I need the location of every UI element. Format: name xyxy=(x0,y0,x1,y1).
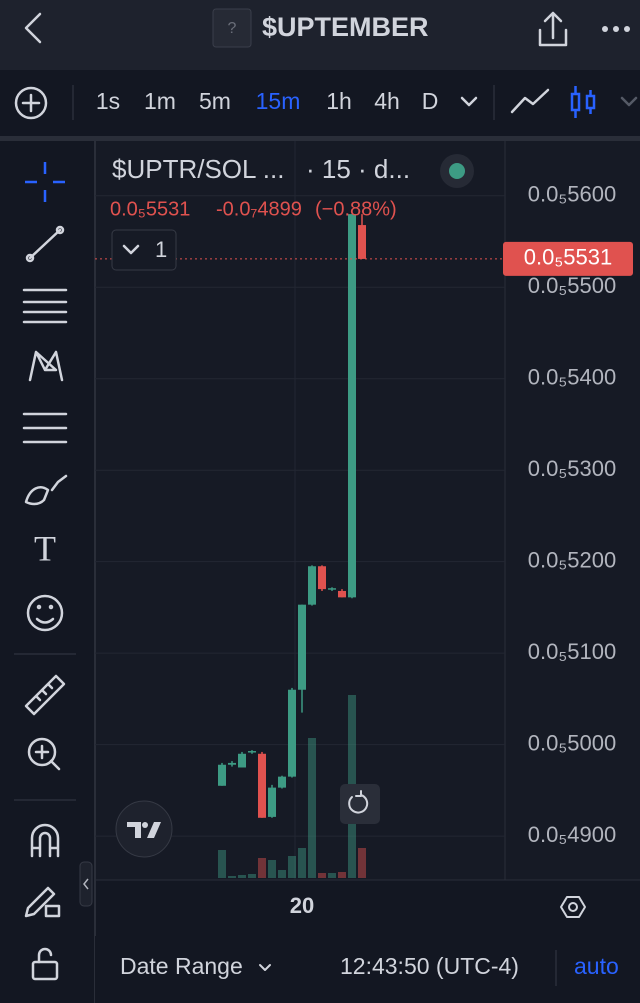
candle-body xyxy=(348,214,356,598)
add-indicator-button[interactable] xyxy=(14,86,48,120)
y-tick-label: 0.0₅5200 xyxy=(528,547,616,572)
last-price-tag xyxy=(503,241,633,276)
legend-interval: · 15 · d... xyxy=(306,154,410,184)
y-tick-label: 0.0₅5500 xyxy=(528,273,616,298)
magnet-tool[interactable] xyxy=(30,823,60,858)
clock: 12:43:50 (UTC-4) xyxy=(340,953,519,979)
volume-bar xyxy=(318,873,326,878)
zoom-tool[interactable] xyxy=(27,737,61,771)
interval-button[interactable]: 1h xyxy=(326,88,352,114)
volume-bar xyxy=(258,858,266,878)
candle-body xyxy=(298,604,306,690)
volume-bar xyxy=(288,856,296,878)
sidebar-toggle-icon xyxy=(83,878,89,890)
pattern-tool[interactable] xyxy=(28,350,64,382)
candle-body xyxy=(328,588,336,590)
settings-button[interactable] xyxy=(560,896,586,918)
token-icon-text: ? xyxy=(228,20,237,37)
candle-body xyxy=(248,751,256,753)
ruler-tool[interactable] xyxy=(24,674,66,716)
volume-bar xyxy=(298,848,306,878)
volume-bar xyxy=(328,873,336,878)
y-tick-label: 0.0₅5600 xyxy=(528,182,616,207)
interval-list: 1s 1m 5m 15m 1h 4h D xyxy=(96,88,438,114)
indicator-toggle-icon xyxy=(122,244,140,255)
volume-bar xyxy=(248,874,256,878)
volume-bar xyxy=(308,738,316,878)
y-tick-label: 0.0₅5000 xyxy=(528,730,616,755)
interval-button[interactable]: 15m xyxy=(256,88,301,114)
volume-bar xyxy=(218,850,226,878)
tradingview-logo xyxy=(115,800,173,858)
candle-body xyxy=(238,753,246,768)
legend-change-pct: (−0.88%) xyxy=(315,198,397,220)
reset-button[interactable] xyxy=(340,784,380,824)
x-tick-label: 20 xyxy=(290,893,314,918)
fib-tool[interactable] xyxy=(22,288,68,324)
interval-button[interactable]: 5m xyxy=(199,88,231,114)
legend-close: 0.0₅5531 xyxy=(110,198,190,220)
candle-body xyxy=(278,776,286,788)
candle-body xyxy=(288,689,296,777)
volume-bar xyxy=(268,860,276,878)
text-tool[interactable]: T xyxy=(34,528,56,568)
volume-bar xyxy=(228,876,236,878)
interval-button[interactable]: D xyxy=(422,88,439,114)
sidebar-toggle[interactable] xyxy=(79,861,93,907)
candle-body xyxy=(338,590,346,598)
line-chart-button[interactable] xyxy=(510,88,550,114)
last-price-label: 0.0₅5531 xyxy=(524,245,612,270)
back-button[interactable] xyxy=(24,12,42,44)
reset-icon xyxy=(348,790,369,814)
status-dot xyxy=(449,163,465,179)
unlock-tool[interactable] xyxy=(31,947,59,981)
emoji-tool[interactable] xyxy=(26,594,64,632)
chart-type-dropdown[interactable] xyxy=(620,96,638,107)
candle-body xyxy=(228,762,236,765)
divider xyxy=(0,136,640,141)
candle-body xyxy=(268,787,276,817)
y-tick-label: 0.0₅5400 xyxy=(528,365,616,390)
footer xyxy=(95,936,640,1003)
volume-bar xyxy=(338,872,346,878)
volume-bar xyxy=(358,848,366,878)
date-range-dropdown xyxy=(259,964,271,971)
candle-body xyxy=(358,225,366,259)
legend-symbol: $UPTR/SOL ... xyxy=(112,154,284,184)
date-range-button[interactable]: Date Range xyxy=(120,953,243,979)
candle-body xyxy=(308,566,316,605)
candle-body xyxy=(318,566,326,590)
candle-body xyxy=(218,764,226,786)
lock-drawings-tool[interactable] xyxy=(24,886,61,918)
brush-tool[interactable] xyxy=(24,474,68,506)
candle-body xyxy=(258,753,266,818)
share-button[interactable] xyxy=(538,11,568,47)
interval-button[interactable]: 1s xyxy=(96,88,120,114)
trendline-tool[interactable] xyxy=(25,225,65,263)
candle-chart-button[interactable] xyxy=(570,86,596,118)
crosshair-tool[interactable] xyxy=(25,162,65,202)
indicator-toggle[interactable] xyxy=(111,229,177,271)
tool-sidebar xyxy=(0,141,90,936)
header-bar xyxy=(0,0,640,70)
y-tick-label: 0.0₅5100 xyxy=(528,639,616,664)
plot: 0.0₅5600 0.0₅5500 0.0₅5400 0.0₅5300 0.0₅5200… xyxy=(95,182,633,918)
legend-change: -0.0₇4899 xyxy=(216,198,302,220)
interval-button[interactable]: 1m xyxy=(144,88,176,114)
more-button[interactable] xyxy=(602,26,630,32)
interval-button[interactable]: 4h xyxy=(374,88,400,114)
indicator-count: 1 xyxy=(155,237,167,262)
y-tick-label: 0.0₅5300 xyxy=(528,456,616,481)
page-title: $UPTEMBER xyxy=(262,12,429,42)
volume-bar xyxy=(238,875,246,878)
interval-dropdown[interactable] xyxy=(460,96,478,107)
volume-bar xyxy=(278,870,286,878)
prediction-tool[interactable] xyxy=(22,412,68,444)
auto-scale-button[interactable]: auto xyxy=(574,953,619,979)
token-icon xyxy=(212,8,252,48)
y-tick-label: 0.0₅4900 xyxy=(528,822,616,847)
